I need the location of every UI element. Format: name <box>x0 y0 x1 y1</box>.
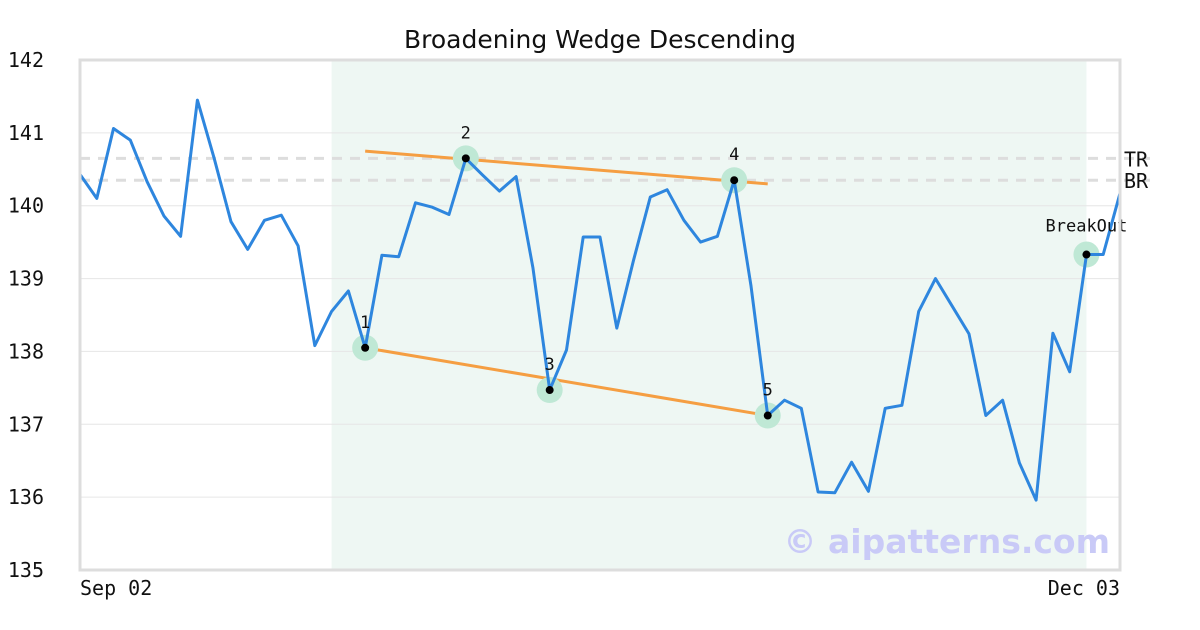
level-label: TR <box>1124 147 1149 171</box>
pattern-highlight-region <box>331 60 1087 570</box>
pivot-label: 2 <box>461 123 471 143</box>
y-tick-label: 135 <box>8 558 44 582</box>
x-axis-ticks: Sep 02 Dec 03 <box>80 576 1120 600</box>
pivot-point <box>730 176 739 185</box>
y-tick-label: 137 <box>8 412 44 436</box>
y-tick-label: 139 <box>8 267 44 291</box>
level-label: BR <box>1124 169 1149 193</box>
x-tick-label: Dec 03 <box>1048 576 1120 600</box>
pivot-point <box>361 343 370 352</box>
plot-frame <box>78 58 1122 572</box>
pivot-point <box>763 411 772 420</box>
pivot-label: BreakOut <box>1046 217 1128 237</box>
y-tick-label: 138 <box>8 339 44 363</box>
pivot-label: 5 <box>763 381 773 401</box>
pivot-point <box>545 386 554 395</box>
pivot-points: 1 2 3 4 5 BreakOut <box>360 123 1128 420</box>
trend-line-lower <box>364 346 768 418</box>
pivot-point <box>461 154 470 163</box>
pivot-point <box>1082 250 1091 259</box>
trend-line-upper <box>365 149 768 186</box>
price-series-line <box>78 98 1122 502</box>
y-axis-ticks: 135 136 137 138 139 140 141 142 <box>8 48 44 582</box>
pivot-label: 3 <box>545 355 555 375</box>
y-tick-label: 142 <box>8 48 44 72</box>
y-tick-label: 136 <box>8 485 44 509</box>
watermark-text: © aipatterns.com <box>784 522 1110 561</box>
x-tick-label: Sep 02 <box>80 576 152 600</box>
y-tick-label: 140 <box>8 194 44 218</box>
pivot-label: 4 <box>729 145 739 165</box>
y-tick-label: 141 <box>8 121 44 145</box>
trend-lines <box>364 149 768 418</box>
pivot-label: 1 <box>360 313 370 333</box>
chart-title: Broadening Wedge Descending <box>404 25 796 54</box>
